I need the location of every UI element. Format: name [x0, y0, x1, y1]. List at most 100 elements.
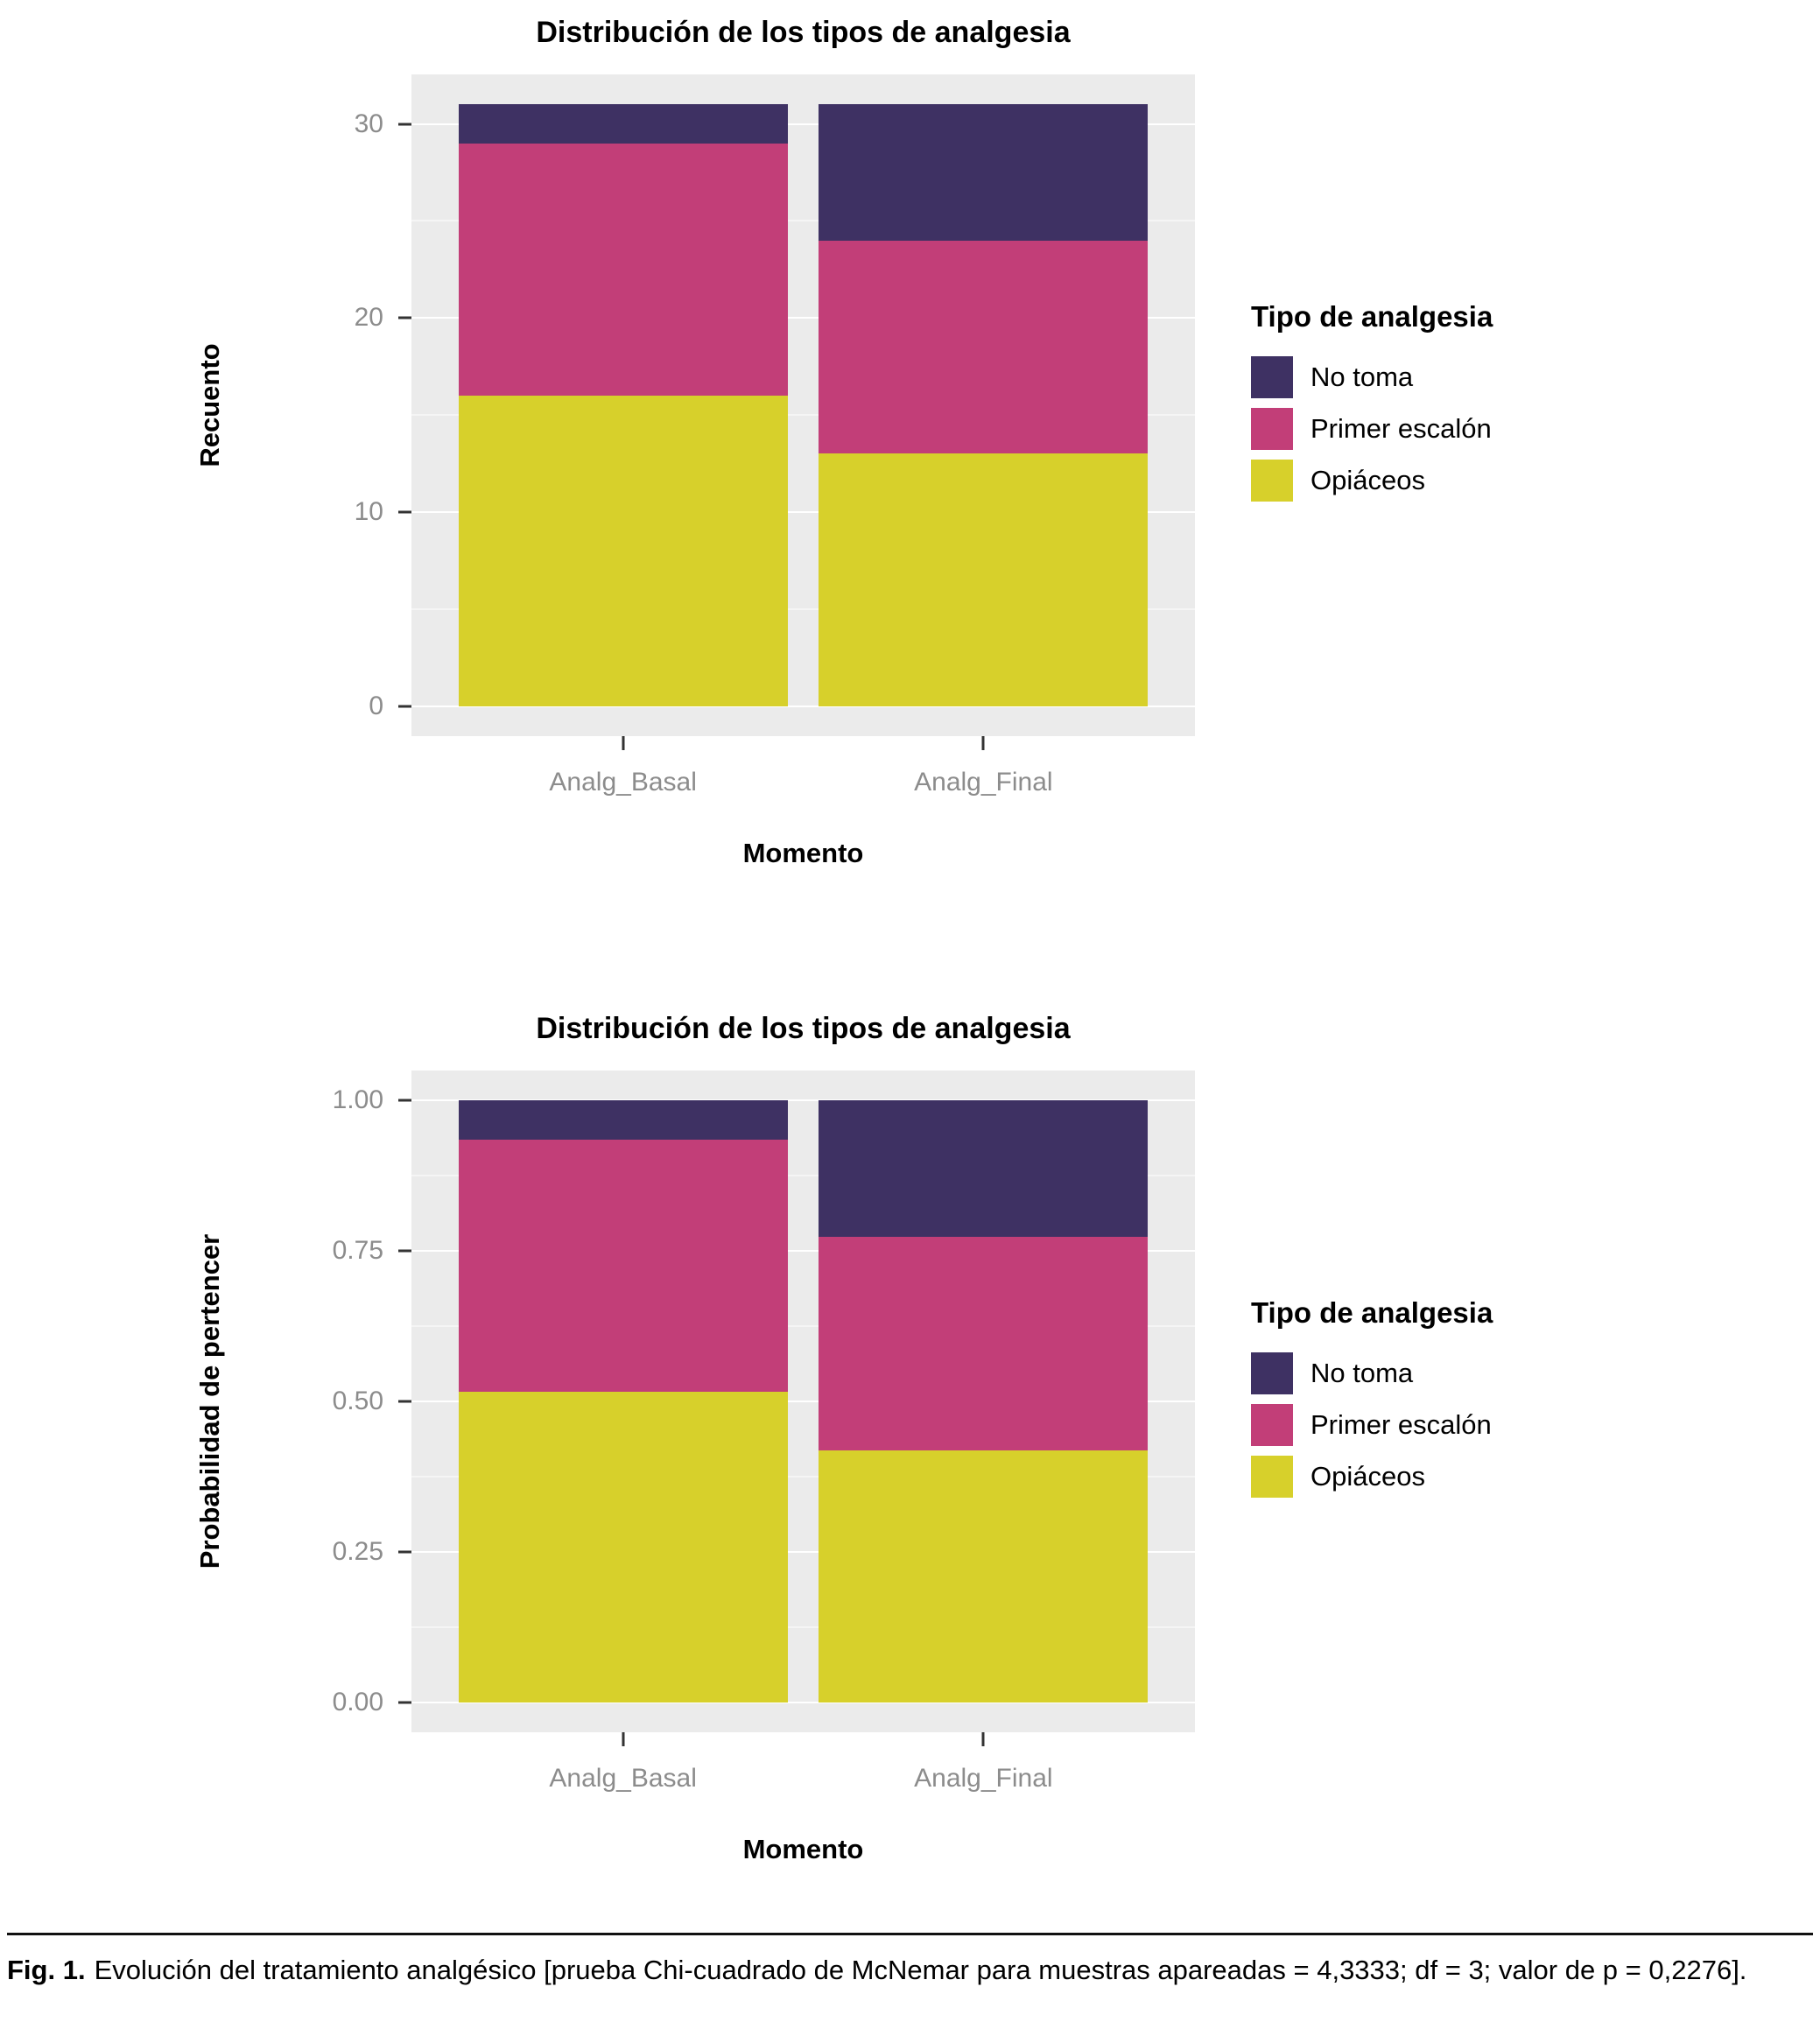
legend-swatch-primer-escalon	[1251, 407, 1293, 450]
gridline-major	[411, 1401, 1195, 1402]
bar-segment-analg-basal-opiaceos	[458, 395, 788, 706]
y-tick-label-0-00: 0.00	[332, 1687, 383, 1717]
x-axis-title: Momento	[742, 1834, 864, 1864]
y-tick-mark	[398, 316, 411, 319]
gridline-major	[411, 317, 1195, 319]
y-axis-ticks: 0 10 20 30	[245, 74, 411, 736]
y-axis-title-text: Recuento	[194, 343, 225, 467]
y-tick-mark	[398, 1249, 411, 1253]
y-tick-label-0: 0	[369, 691, 383, 720]
y-tick-mark	[398, 1701, 411, 1704]
x-tick-label-analg-basal: Analg_Basal	[549, 768, 697, 797]
bar-segment-analg-final-no-toma	[819, 104, 1149, 241]
legend-label-primer-escalon: Primer escalón	[1311, 1408, 1492, 1440]
legend-item-opiaceos: Opiáceos	[1251, 459, 1493, 502]
legend-item-no-toma: No toma	[1251, 1351, 1493, 1394]
y-axis-title-text: Probabilidad de pertencer	[194, 1233, 225, 1569]
legend-label-no-toma: No toma	[1311, 1357, 1414, 1388]
x-tick-mark	[622, 1732, 625, 1746]
gridline-minor	[411, 414, 1195, 416]
x-tick-label-analg-final: Analg_Final	[914, 1764, 1053, 1793]
legend-label-opiaceos: Opiáceos	[1311, 464, 1425, 495]
y-tick-label-0-75: 0.75	[332, 1236, 383, 1266]
bar-segment-analg-basal-no-toma	[458, 1100, 788, 1141]
plot-panel-wrap: Analg_Basal Analg_Final Momento	[411, 74, 1195, 868]
y-tick-mark	[398, 123, 411, 126]
y-tick-mark	[398, 1550, 411, 1554]
legend-title: Tipo de analgesia	[1251, 1295, 1493, 1329]
gridline-minor	[411, 1476, 1195, 1478]
y-tick-mark	[398, 1099, 411, 1102]
bar-segment-analg-basal-no-toma	[458, 104, 788, 144]
legend-item-primer-escalon: Primer escalón	[1251, 407, 1493, 450]
bar-analg-final	[819, 74, 1149, 736]
bar-segment-analg-basal-primer-escalon	[458, 1140, 788, 1393]
gridline-minor	[411, 1325, 1195, 1327]
legend-item-no-toma: No toma	[1251, 355, 1493, 398]
legend-swatch-opiaceos	[1251, 459, 1293, 502]
gridline-major	[411, 510, 1195, 513]
bar-segment-analg-basal-primer-escalon	[458, 143, 788, 396]
legend-swatch-no-toma	[1251, 1351, 1293, 1394]
x-tick-mark	[981, 1732, 985, 1746]
chart-title: Distribución de los tipos de analgesia	[536, 1012, 1071, 1045]
legend-swatch-primer-escalon	[1251, 1403, 1293, 1446]
y-tick-mark	[398, 705, 411, 708]
figure-caption: Fig. 1. Evolución del tratamiento analgés…	[7, 1951, 1813, 1989]
y-axis-title: Probabilidad de pertencer	[175, 1071, 245, 1732]
y-tick-label-20: 20	[354, 303, 383, 333]
y-axis-ticks: 0.00 0.25 0.50 0.75 1.00	[245, 1071, 411, 1732]
bar-segment-analg-final-opiaceos	[819, 453, 1149, 706]
bar-analg-basal	[458, 74, 788, 736]
chart-probabilidad: Distribución de los tipos de analgesia Pr…	[175, 996, 1820, 1887]
chart-title: Distribución de los tipos de analgesia	[536, 16, 1071, 49]
bar-segment-analg-final-opiaceos	[819, 1450, 1149, 1702]
gridline-minor	[411, 1626, 1195, 1628]
y-tick-mark	[398, 1400, 411, 1403]
plot-panel	[411, 74, 1195, 736]
bar-analg-basal	[458, 1071, 788, 1732]
legend: Tipo de analgesia No toma Primer escalón Op…	[1251, 74, 1493, 736]
plot-panel-wrap: Analg_Basal Analg_Final Momento	[411, 1071, 1195, 1864]
chart-body: Probabilidad de pertencer 0.00 0.25 0.50 0.7…	[175, 1071, 1820, 1864]
legend-item-primer-escalon: Primer escalón	[1251, 1403, 1493, 1446]
y-tick-label-10: 10	[354, 496, 383, 526]
y-tick-mark	[398, 510, 411, 514]
x-tick-mark	[622, 736, 625, 750]
legend: Tipo de analgesia No toma Primer escalón Op…	[1251, 1071, 1493, 1732]
gridline-major	[411, 1550, 1195, 1553]
y-tick-label-0-25: 0.25	[332, 1536, 383, 1566]
legend-item-opiaceos: Opiáceos	[1251, 1455, 1493, 1498]
x-axis-title: Momento	[742, 838, 864, 868]
gridline-major	[411, 1701, 1195, 1703]
gridline-major	[411, 705, 1195, 707]
y-axis-title: Recuento	[175, 74, 245, 736]
chart-recuento: Distribución de los tipos de analgesia Re…	[175, 0, 1820, 891]
bar-segment-analg-final-no-toma	[819, 1100, 1149, 1237]
legend-title: Tipo de analgesia	[1251, 299, 1493, 333]
x-tick-label-analg-basal: Analg_Basal	[549, 1764, 697, 1793]
gridline-major	[411, 123, 1195, 125]
plot-panel	[411, 1071, 1195, 1732]
x-tick-label-analg-final: Analg_Final	[914, 768, 1053, 797]
chart-body: Recuento 0 10 20 30 Analg_Basal Analg_Final Mom…	[175, 74, 1820, 868]
x-tick-mark	[981, 736, 985, 750]
bar-segment-analg-final-primer-escalon	[819, 240, 1149, 454]
legend-label-no-toma: No toma	[1311, 361, 1414, 392]
legend-swatch-no-toma	[1251, 355, 1293, 398]
caption-text: Evolución del tratamiento analgésico [pr…	[94, 1955, 1747, 1985]
bar-segment-analg-final-primer-escalon	[819, 1236, 1149, 1450]
y-tick-label-30: 30	[354, 109, 383, 138]
legend-swatch-opiaceos	[1251, 1455, 1293, 1498]
caption-block: Fig. 1. Evolución del tratamiento analgés…	[7, 1933, 1813, 1989]
gridline-major	[411, 1099, 1195, 1102]
y-tick-label-1-00: 1.00	[332, 1085, 383, 1115]
legend-label-primer-escalon: Primer escalón	[1311, 412, 1492, 444]
legend-label-opiaceos: Opiáceos	[1311, 1460, 1425, 1492]
bar-segment-analg-basal-opiaceos	[458, 1392, 788, 1702]
gridline-minor	[411, 608, 1195, 610]
caption-label: Fig. 1.	[7, 1955, 86, 1985]
bar-analg-final	[819, 1071, 1149, 1732]
y-tick-label-0-50: 0.50	[332, 1387, 383, 1415]
